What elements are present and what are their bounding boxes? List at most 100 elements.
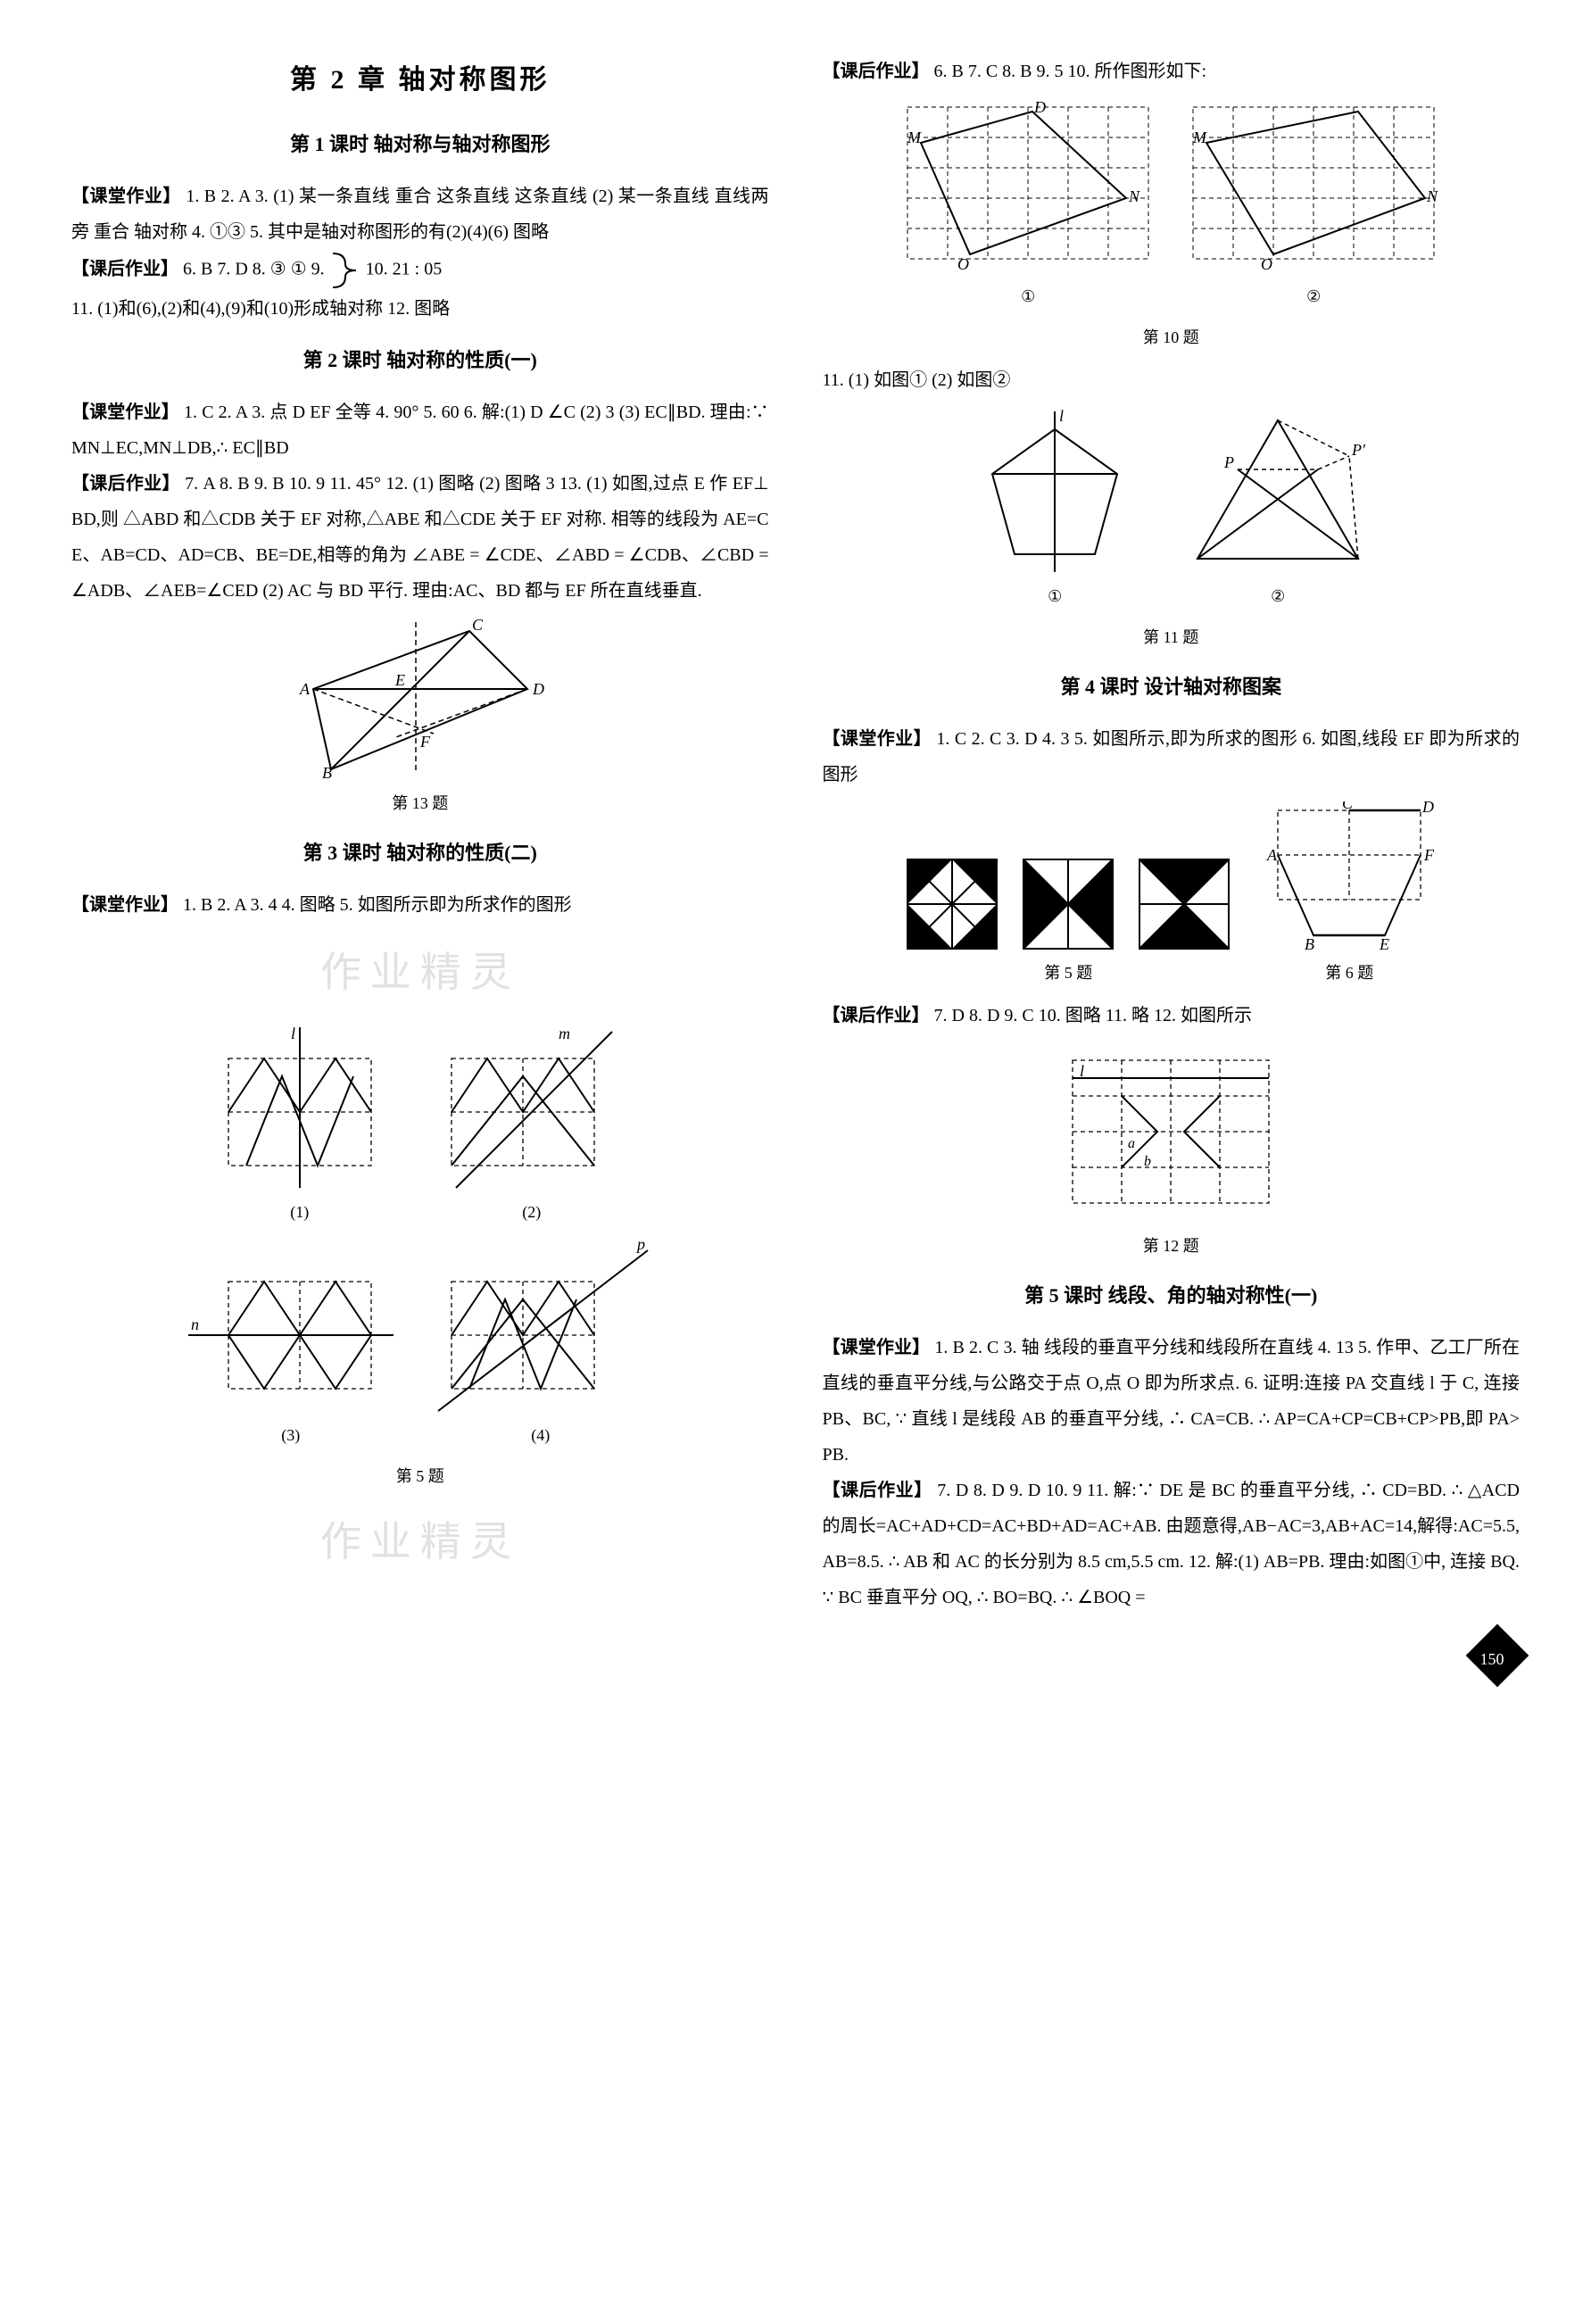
- svg-text:b: b: [1144, 1154, 1151, 1169]
- l2-block-0: 【课堂作业】 1. C 2. A 3. 点 D EF 全等 4. 90° 5. …: [71, 394, 769, 466]
- r-pre: 【课后作业】 6. B 7. C 8. B 9. 5 10. 所作图形如下:: [823, 54, 1521, 89]
- svg-text:O: O: [957, 255, 969, 273]
- svg-text:D: D: [532, 680, 544, 698]
- l4-b0-label: 【课堂作业】: [823, 729, 932, 749]
- page-number: 150: [1479, 1643, 1504, 1675]
- fig11-sub-1: ①: [1048, 580, 1062, 612]
- figure-10-caption: 第 10 题: [823, 321, 1521, 353]
- figure-12: l a b: [823, 1042, 1521, 1221]
- fig5b-caption: 第 5 题: [1044, 957, 1092, 989]
- l5-block-1: 【课后作业】 7. D 8. D 9. D 10. 9 11. 解:∵ DE 是…: [823, 1473, 1521, 1615]
- fig5b-tile-3: [1135, 855, 1233, 953]
- figure-10: M D N O ①: [823, 98, 1521, 312]
- svg-text:l: l: [1080, 1062, 1084, 1080]
- l5-b1-label: 【课后作业】: [823, 1481, 932, 1500]
- chapter-title: 第 2 章 轴对称图形: [71, 54, 769, 107]
- curly-bracket-icon: [329, 250, 361, 291]
- l2-b1-label: 【课后作业】: [71, 474, 180, 494]
- l5-block-0: 【课堂作业】 1. B 2. C 3. 轴 线段的垂直平分线和线段所在直线 4.…: [823, 1330, 1521, 1473]
- watermark-2: 作业精灵: [71, 1501, 769, 1583]
- fig5-sub-1: (1): [290, 1196, 309, 1228]
- figure-11-1: l ①: [961, 407, 1148, 612]
- figure-12-caption: 第 12 题: [823, 1230, 1521, 1262]
- l4-b1-label: 【课后作业】: [823, 1006, 930, 1025]
- right-column: 【课后作业】 6. B 7. C 8. B 9. 5 10. 所作图形如下:: [823, 54, 1521, 1615]
- svg-text:A: A: [299, 680, 311, 698]
- fig6-caption: 第 6 题: [1325, 957, 1373, 989]
- svg-text:P′: P′: [1351, 441, 1366, 459]
- lesson-1-title: 第 1 课时 轴对称与轴对称图形: [71, 125, 769, 164]
- svg-text:N: N: [1128, 187, 1140, 205]
- l3-block-0: 【课堂作业】 1. B 2. A 3. 4 4. 图略 5. 如图所示即为所求作…: [71, 887, 769, 923]
- svg-text:M: M: [1192, 129, 1207, 146]
- l3-b0-label: 【课堂作业】: [71, 895, 178, 915]
- figure-13-caption: 第 13 题: [71, 787, 769, 819]
- svg-text:B: B: [322, 764, 332, 778]
- lesson-4-title: 第 4 课时 设计轴对称图案: [823, 668, 1521, 707]
- l5-b0-label: 【课堂作业】: [823, 1338, 931, 1357]
- fig5b-tile-2: [1019, 855, 1117, 953]
- figure-5-2: m (2): [425, 1023, 639, 1228]
- l4-block-0: 【课堂作业】 1. C 2. C 3. D 4. 3 5. 如图所示,即为所求的…: [823, 721, 1521, 793]
- l1-b1-text-b: 10. 21 : 05: [366, 260, 443, 279]
- l3-b0-text: 1. B 2. A 3. 4 4. 图略 5. 如图所示即为所求作的图形: [183, 895, 572, 915]
- fig10-sub-1: ①: [1021, 280, 1035, 312]
- svg-text:O: O: [1261, 255, 1272, 273]
- figure-11-caption: 第 11 题: [823, 621, 1521, 653]
- fig10-sub-2: ②: [1306, 280, 1321, 312]
- page-number-diamond: 150: [1466, 1624, 1529, 1688]
- figure-5-3: n (3): [184, 1264, 398, 1451]
- svg-text:l: l: [1059, 407, 1064, 425]
- l4-b1-text: 7. D 8. D 9. C 10. 图略 11. 略 12. 如图所示: [934, 1006, 1252, 1025]
- fig5-sub-2: (2): [522, 1196, 541, 1228]
- r-pre-text: 6. B 7. C 8. B 9. 5 10. 所作图形如下:: [934, 62, 1207, 81]
- r-pre-label: 【课后作业】: [823, 62, 930, 81]
- figure-5-caption: 第 5 题: [71, 1460, 769, 1492]
- figure-13: A B C D E F: [71, 618, 769, 778]
- fig5-sub-3: (3): [281, 1419, 300, 1451]
- svg-text:E: E: [394, 671, 405, 689]
- figure-6: A B C D E F 第 6 题: [1260, 801, 1438, 989]
- svg-text:m: m: [559, 1025, 570, 1042]
- l1-b2-text: 11. (1)和(6),(2)和(4),(9)和(10)形成轴对称 12. 图略: [71, 299, 450, 319]
- svg-text:C: C: [1342, 801, 1354, 812]
- svg-text:F: F: [1423, 846, 1435, 864]
- svg-text:B: B: [1305, 935, 1314, 953]
- svg-text:p: p: [635, 1237, 645, 1253]
- watermark-1: 作业精灵: [71, 932, 769, 1014]
- fig5-sub-4: (4): [531, 1419, 550, 1451]
- svg-text:D: D: [1033, 98, 1046, 116]
- figure-5b: 第 5 题: [903, 855, 1233, 989]
- lesson-5-title: 第 5 课时 线段、角的轴对称性(一): [823, 1276, 1521, 1316]
- l1-block-2: 11. (1)和(6),(2)和(4),(9)和(10)形成轴对称 12. 图略: [71, 291, 769, 327]
- svg-text:N: N: [1426, 187, 1438, 205]
- l1-block-0: 【课堂作业】 1. B 2. A 3. (1) 某一条直线 重合 这条直线 这条…: [71, 178, 769, 250]
- figure-11-2: P P′ ②: [1175, 407, 1380, 612]
- svg-text:l: l: [291, 1025, 295, 1042]
- svg-text:M: M: [907, 129, 922, 146]
- l2-b0-label: 【课堂作业】: [71, 403, 179, 422]
- svg-text:D: D: [1421, 801, 1434, 816]
- figure-11: l ① P P′ ②: [823, 407, 1521, 612]
- l4-block-1: 【课后作业】 7. D 8. D 9. C 10. 图略 11. 略 12. 如…: [823, 998, 1521, 1033]
- l1-b1-label: 【课后作业】: [71, 260, 178, 279]
- r-q11: 11. (1) 如图① (2) 如图②: [823, 362, 1521, 398]
- svg-text:a: a: [1128, 1136, 1135, 1151]
- figure-10-1: M D N O ①: [899, 98, 1157, 312]
- svg-text:P: P: [1223, 453, 1234, 471]
- l1-block-1: 【课后作业】 6. B 7. D 8. ③ ① 9. 10. 21 : 05: [71, 250, 769, 291]
- lesson-3-title: 第 3 课时 轴对称的性质(二): [71, 834, 769, 873]
- figure-5-1: l (1): [202, 1023, 398, 1228]
- figure-5-4: p (4): [425, 1237, 657, 1451]
- figure-5-row2: n (3) p (4): [71, 1237, 769, 1451]
- svg-text:E: E: [1379, 935, 1389, 953]
- page: 第 2 章 轴对称图形 第 1 课时 轴对称与轴对称图形 【课堂作业】 1. B…: [71, 54, 1520, 1615]
- svg-text:F: F: [419, 733, 431, 751]
- l1-b1-text-a: 6. B 7. D 8. ③ ① 9.: [183, 260, 329, 279]
- fig5b-tile-1: [903, 855, 1001, 953]
- page-number-wrap: 150: [71, 1633, 1520, 1690]
- svg-text:A: A: [1266, 846, 1278, 864]
- svg-text:C: C: [472, 618, 484, 634]
- left-column: 第 2 章 轴对称图形 第 1 课时 轴对称与轴对称图形 【课堂作业】 1. B…: [71, 54, 769, 1615]
- figure-5-6-row: 第 5 题 A B C D E F: [823, 801, 1521, 989]
